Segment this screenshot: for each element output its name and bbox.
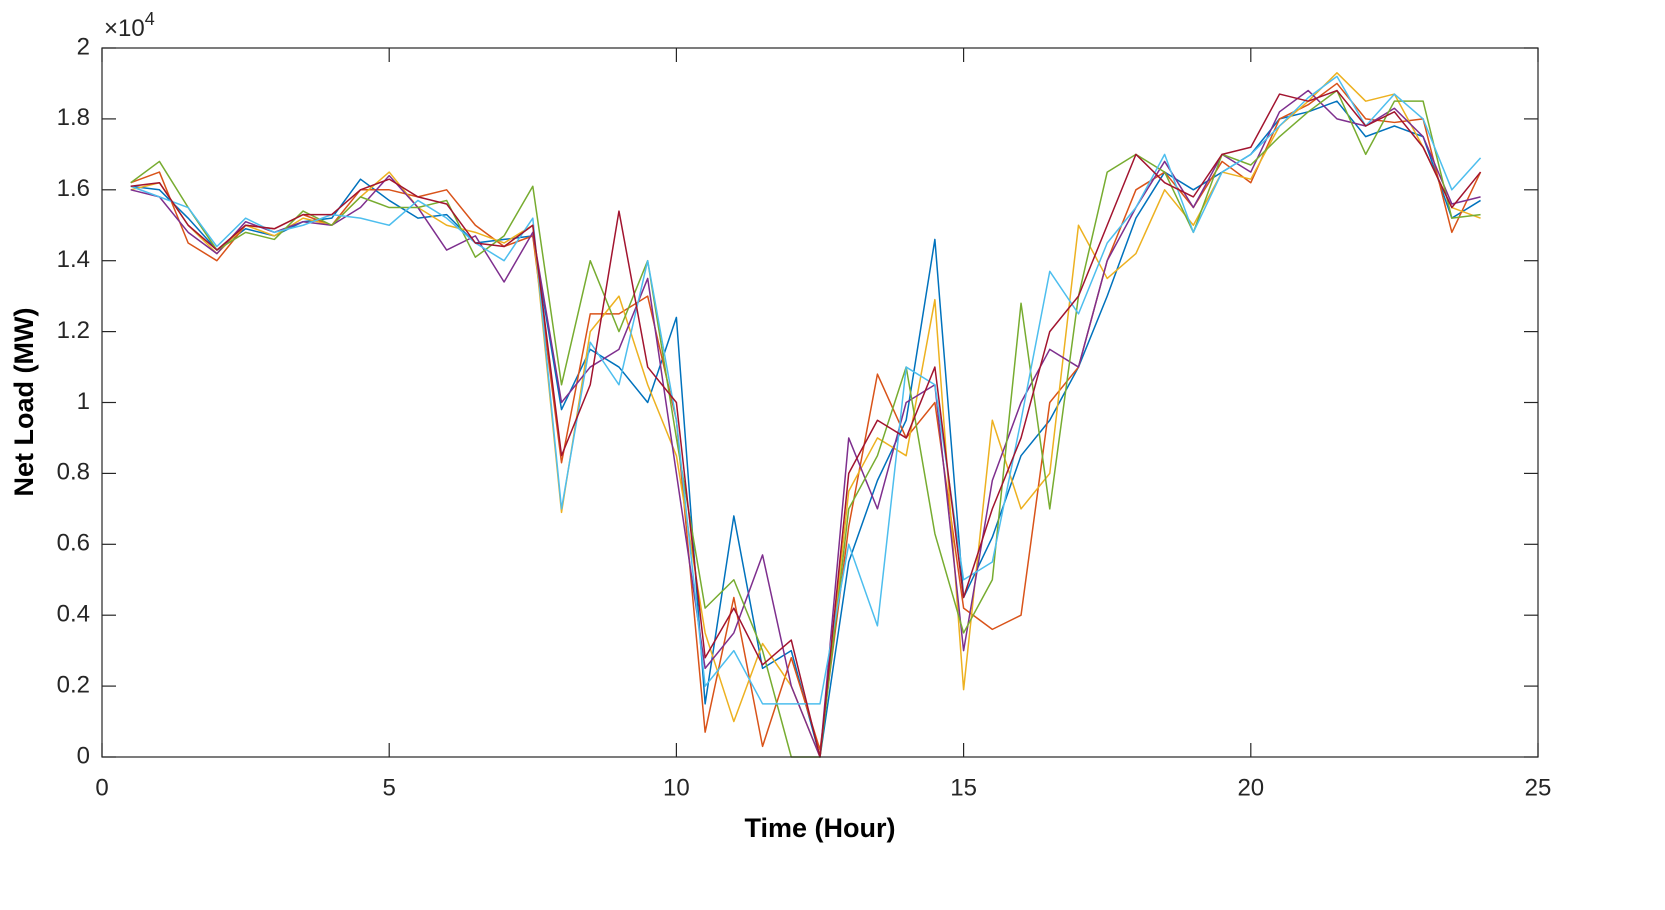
y-tick-label: 1: [77, 388, 90, 415]
x-tick-label: 10: [663, 774, 690, 801]
y-tick-label: 1.4: [57, 246, 90, 273]
series-line: [130, 72, 1481, 758]
x-tick-label: 20: [1237, 774, 1264, 801]
series-line: [130, 100, 1481, 758]
x-tick-label: 25: [1525, 774, 1552, 801]
series-line: [130, 82, 1482, 751]
y-scale-exponent: 4: [145, 9, 155, 29]
y-tick-label: 0: [77, 742, 90, 769]
y-tick-label: 2: [77, 33, 90, 60]
y-tick-label: 0.6: [57, 530, 90, 557]
y-tick-label: 1.2: [57, 317, 90, 344]
x-axis-title: Time (Hour): [744, 813, 895, 843]
series-line: [130, 75, 1482, 705]
y-tick-label: 0.8: [57, 459, 90, 486]
x-tick-label: 5: [383, 774, 396, 801]
y-tick-label: 1.8: [57, 104, 90, 131]
y-tick-label: 0.4: [57, 601, 90, 628]
series-line: [130, 89, 1481, 758]
x-tick-label: 15: [950, 774, 977, 801]
y-axis-title: Net Load (MW): [9, 308, 39, 497]
x-tick-label: 0: [95, 774, 108, 801]
plot-box: [101, 47, 1539, 758]
y-tick-label: 1.6: [57, 175, 90, 202]
series-line: [130, 89, 1482, 758]
series-line: [130, 89, 1481, 758]
y-scale-base: ×10: [104, 15, 145, 42]
y-scale-factor: ×104: [104, 9, 155, 43]
y-tick-label: 0.2: [57, 671, 90, 698]
